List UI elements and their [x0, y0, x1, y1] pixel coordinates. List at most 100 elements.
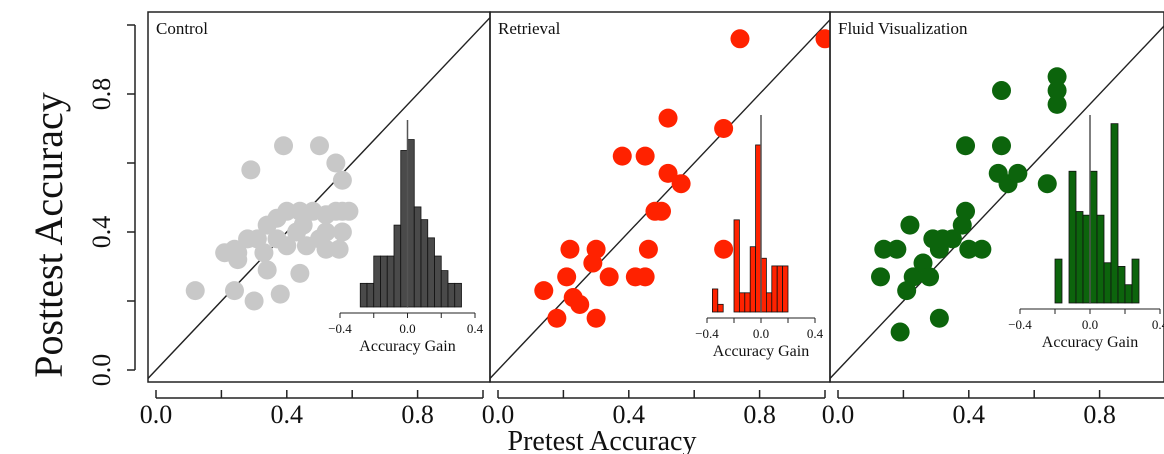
data-point — [254, 243, 274, 263]
panel-retrieval: Retrieval 0.0 0.4 0.8 −0.4 0.0 0.4 Accuracy Gai… — [482, 11, 831, 429]
reference-line-y-equals-x — [148, 16, 490, 380]
histogram-bar — [739, 292, 746, 313]
histogram-bar — [434, 255, 442, 308]
x-tick-label: 0.8 — [743, 400, 776, 429]
data-point — [942, 229, 962, 249]
histogram-bar — [1068, 170, 1077, 304]
data-point — [638, 239, 658, 259]
data-point — [1047, 81, 1067, 101]
data-point — [277, 236, 297, 256]
data-point — [992, 136, 1011, 156]
inset-tick-label: 0.4 — [807, 326, 824, 341]
data-point — [557, 267, 577, 287]
histogram-bar — [749, 246, 757, 313]
data-point — [316, 239, 336, 259]
data-point — [714, 239, 734, 259]
data-point — [586, 239, 606, 259]
data-point — [658, 108, 678, 128]
data-point — [956, 201, 976, 221]
panel-title: Retrieval — [498, 19, 561, 38]
data-point — [612, 146, 632, 166]
x-tick-label: 0.4 — [953, 400, 986, 429]
histogram-bar — [1075, 211, 1084, 304]
data-point — [332, 170, 352, 190]
histogram-bar — [454, 282, 462, 308]
histogram-bar — [366, 282, 375, 308]
inset-tick-label: −0.4 — [695, 326, 719, 341]
data-point — [972, 239, 992, 259]
histogram-bar — [1103, 262, 1112, 304]
reference-line-y-equals-x — [830, 25, 1164, 380]
data-point — [887, 239, 907, 259]
histogram-bar — [440, 270, 449, 308]
histogram-bar — [447, 282, 456, 308]
data-point — [920, 267, 940, 287]
y-tick-label: 0.4 — [87, 216, 116, 249]
data-point — [658, 163, 678, 183]
data-point — [185, 281, 205, 301]
histogram-bar — [1124, 284, 1133, 304]
data-point — [534, 281, 554, 301]
y-axis-label: Posttest Accuracy — [26, 92, 71, 378]
inset-tick-label: −0.4 — [1008, 317, 1032, 332]
histogram-bar — [427, 237, 435, 308]
x-tick-label: 0.0 — [140, 400, 173, 429]
histogram-bar — [771, 265, 778, 313]
data-point — [874, 239, 894, 259]
x-axis-label: Pretest Accuracy — [508, 426, 697, 454]
y-tick-label: 0.0 — [87, 354, 116, 387]
inset-axis-label: Accuracy Gain — [1042, 334, 1138, 351]
panels: 0.0 0.4 0.8 Control 0.0 0.4 0.8 −0.4 0.0 0.4 Accur… — [87, 11, 1164, 429]
data-point — [310, 136, 329, 156]
histogram-bar — [1082, 214, 1091, 304]
data-point — [326, 153, 346, 173]
histogram-bar — [1089, 170, 1098, 304]
inset-histogram: −0.4 0.0 0.4 Accuracy Gain — [328, 120, 484, 355]
inset-tick-label: 0.0 — [399, 321, 415, 336]
histogram-bar — [755, 144, 762, 313]
histogram-bar — [1131, 258, 1140, 304]
inset-tick-label: 0.0 — [1082, 317, 1098, 332]
data-point — [815, 29, 830, 49]
data-point — [599, 267, 619, 287]
histogram-bar — [386, 255, 395, 308]
inset-tick-label: 0.4 — [467, 321, 484, 336]
panel-frame — [829, 11, 1164, 383]
x-tick-label: 0.8 — [401, 400, 434, 429]
data-point — [241, 160, 261, 180]
panel-fluid-visualization: Fluid Visualization 0.0 0.4 0.8 −0.4 0.0 0.4 Ac… — [822, 11, 1164, 429]
data-point — [560, 239, 580, 259]
data-point — [730, 29, 750, 49]
data-point — [1047, 94, 1067, 114]
data-point — [714, 119, 734, 138]
panel-frame — [489, 11, 831, 383]
histogram-bar — [400, 150, 408, 308]
x-tick-label: 0.4 — [271, 400, 304, 429]
inset-histogram: −0.4 0.0 0.4 Accuracy Gain — [695, 115, 824, 360]
histogram-bar — [359, 282, 368, 308]
inset-tick-label: −0.4 — [328, 321, 352, 336]
data-point — [992, 81, 1011, 101]
data-point — [277, 201, 297, 221]
data-point — [586, 308, 606, 328]
panel-title: Fluid Visualization — [838, 19, 968, 38]
data-point — [329, 239, 349, 259]
histogram-bar — [776, 265, 784, 313]
data-point — [671, 174, 691, 194]
x-tick-label: 0.0 — [482, 400, 515, 429]
reference-line-y-equals-x — [490, 18, 830, 380]
x-tick-label: 0.0 — [822, 400, 855, 429]
data-point — [257, 260, 277, 280]
data-point — [890, 322, 910, 342]
data-point — [1047, 67, 1067, 87]
histogram-bar — [1110, 123, 1119, 304]
y-tick-label: 0.8 — [87, 78, 116, 111]
data-point — [929, 308, 949, 328]
panel-control: Control 0.0 0.4 0.8 −0.4 0.0 0.4 Accuracy Gain — [140, 11, 491, 429]
panel-title: Control — [156, 19, 208, 38]
histogram-bar — [393, 224, 402, 308]
histogram-bar — [760, 257, 767, 313]
data-point — [956, 136, 976, 156]
inset-axis-label: Accuracy Gain — [359, 338, 455, 355]
